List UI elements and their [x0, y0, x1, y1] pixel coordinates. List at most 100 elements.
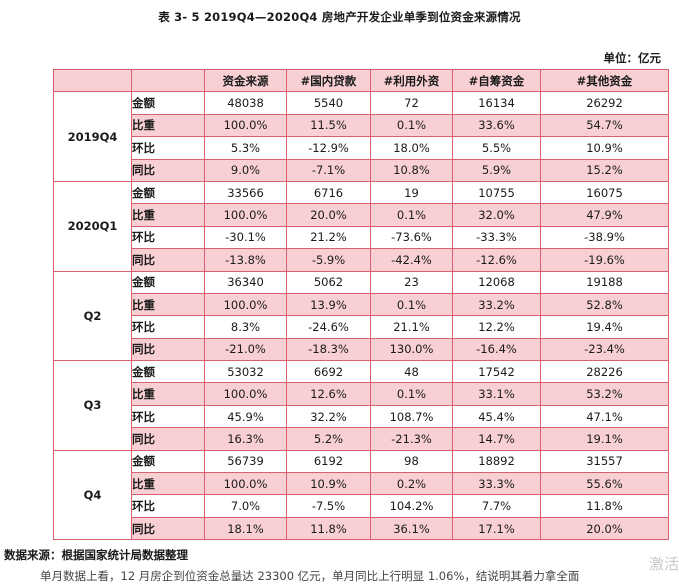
table-body: 2019Q4 金额 48038 5540 72 16134 26292 比重 100.0% 11.…: [53, 91, 669, 541]
value-cell: 16134: [452, 91, 541, 115]
value-cell: -13.8%: [204, 248, 287, 272]
value-cell: 6692: [286, 360, 371, 384]
value-cell: 15.2%: [540, 158, 669, 182]
value-cell: 9.0%: [204, 158, 287, 182]
value-cell: -7.5%: [286, 494, 371, 518]
period-label: Q3: [53, 360, 132, 451]
funding-table: 资金来源 #国内贷款 #利用外资 #自筹资金 #其他资金 2019Q4 金额 480…: [53, 68, 669, 541]
value-cell: 6192: [286, 449, 371, 474]
value-cell: 16.3%: [204, 427, 287, 451]
table-row: Q3 金额 53032 6692 48 17542 28226: [53, 360, 669, 451]
value-cell: 11.5%: [286, 113, 371, 138]
value-cell: -33.3%: [452, 225, 541, 250]
header-row: 资金来源 #国内贷款 #利用外资 #自筹资金 #其他资金: [53, 68, 669, 93]
value-cell: 6716: [286, 180, 371, 205]
value-cell: 26292: [540, 91, 669, 115]
value-cell: 55.6%: [540, 472, 669, 496]
metric-label: 比重: [131, 382, 205, 406]
value-cell: 8.3%: [204, 315, 287, 339]
header-blank: [131, 68, 205, 93]
value-cell: 5062: [286, 270, 371, 294]
value-cell: 36340: [204, 270, 287, 294]
value-cell: 5540: [286, 91, 371, 115]
table-row: 比重 100.0% 20.0% 0.1% 32.0% 47.9%: [54, 203, 669, 227]
value-cell: 33.2%: [452, 292, 541, 317]
value-cell: 18.0%: [370, 136, 453, 160]
table-row: 比重 100.0% 11.5% 0.1% 33.6% 54.7%: [54, 113, 669, 138]
body-text-cutoff: 单月数据上看，12 月房企到位资金总量达 23300 亿元，单月同比上行明显 1…: [40, 569, 580, 583]
table-row: 比重 100.0% 13.9% 0.1% 33.2% 52.8%: [54, 292, 669, 317]
value-cell: 23: [370, 270, 453, 294]
value-cell: 33.6%: [452, 113, 541, 138]
value-cell: 18.1%: [204, 516, 287, 541]
metric-label: 同比: [131, 337, 205, 362]
value-cell: 10.8%: [370, 158, 453, 182]
value-cell: 20.0%: [286, 203, 371, 227]
value-cell: 100.0%: [204, 472, 287, 496]
value-cell: 56739: [204, 449, 287, 474]
table-row: 比重 100.0% 10.9% 0.2% 33.3% 55.6%: [54, 472, 669, 496]
value-cell: 12068: [452, 270, 541, 294]
metric-label: 比重: [131, 203, 205, 227]
unit-label: 单位：亿元: [603, 51, 662, 65]
metric-label: 比重: [131, 113, 205, 138]
value-cell: 32.0%: [452, 203, 541, 227]
value-cell: 5.3%: [204, 136, 287, 160]
metric-label: 金额: [131, 360, 205, 384]
table-row: 2019Q4 金额 48038 5540 72 16134 26292: [53, 91, 669, 182]
value-cell: 54.7%: [540, 113, 669, 138]
value-cell: 5.2%: [286, 427, 371, 451]
value-cell: 12.6%: [286, 382, 371, 406]
metric-label: 比重: [131, 472, 205, 496]
table-row: Q4 金额 56739 6192 98 18892 31557: [53, 449, 669, 541]
metric-label: 同比: [131, 248, 205, 272]
period-label: Q2: [53, 270, 132, 362]
value-cell: -21.0%: [204, 337, 287, 362]
table-row: 环比 7.0% -7.5% 104.2% 7.7% 11.8%: [54, 494, 669, 518]
value-cell: 11.8%: [540, 494, 669, 518]
value-cell: -42.4%: [370, 248, 453, 272]
value-cell: 21.2%: [286, 225, 371, 250]
watermark: 激活: [648, 555, 679, 573]
value-cell: 45.4%: [452, 404, 541, 429]
value-cell: 21.1%: [370, 315, 453, 339]
value-cell: 10.9%: [540, 136, 669, 160]
period-label: 2020Q1: [53, 180, 132, 272]
value-cell: 47.9%: [540, 203, 669, 227]
value-cell: 7.0%: [204, 494, 287, 518]
value-cell: 100.0%: [204, 113, 287, 138]
value-cell: 130.0%: [370, 337, 453, 362]
metric-label: 环比: [131, 494, 205, 518]
value-cell: 11.8%: [286, 516, 371, 541]
metric-label: 同比: [131, 158, 205, 182]
table-row: 比重 100.0% 12.6% 0.1% 33.1% 53.2%: [54, 382, 669, 406]
header-cell: #利用外资: [370, 68, 453, 93]
value-cell: 33566: [204, 180, 287, 205]
value-cell: 0.1%: [370, 203, 453, 227]
value-cell: 17542: [452, 360, 541, 384]
value-cell: 32.2%: [286, 404, 371, 429]
value-cell: -38.9%: [540, 225, 669, 250]
metric-label: 金额: [131, 270, 205, 294]
value-cell: 33.3%: [452, 472, 541, 496]
metric-label: 环比: [131, 136, 205, 160]
value-cell: -21.3%: [370, 427, 453, 451]
table-row: 环比 45.9% 32.2% 108.7% 45.4% 47.1%: [54, 404, 669, 429]
metric-label: 金额: [131, 180, 205, 205]
header-cell: 资金来源: [204, 68, 287, 93]
value-cell: 20.0%: [540, 516, 669, 541]
value-cell: -12.6%: [452, 248, 541, 272]
header-blank: [53, 68, 132, 93]
metric-label: 金额: [131, 449, 205, 474]
value-cell: -16.4%: [452, 337, 541, 362]
table-row: 同比 -21.0% -18.3% 130.0% -16.4% -23.4%: [54, 337, 669, 362]
period-label: 2019Q4: [53, 91, 132, 182]
value-cell: -18.3%: [286, 337, 371, 362]
value-cell: 19: [370, 180, 453, 205]
metric-label: 同比: [131, 516, 205, 541]
value-cell: 36.1%: [370, 516, 453, 541]
value-cell: 13.9%: [286, 292, 371, 317]
value-cell: 52.8%: [540, 292, 669, 317]
period-label: Q4: [53, 449, 132, 541]
value-cell: 0.1%: [370, 292, 453, 317]
